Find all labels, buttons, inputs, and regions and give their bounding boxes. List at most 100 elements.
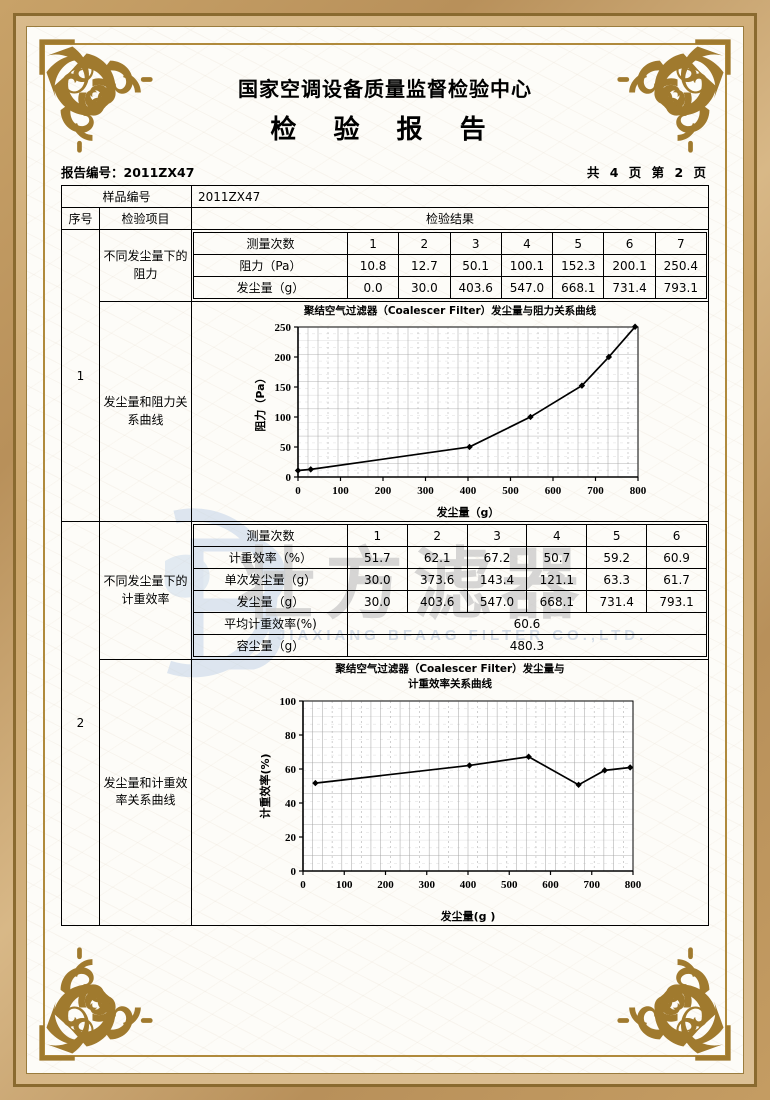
count-3: 3 [449,232,502,255]
svg-text:200: 200 [377,879,394,891]
svg-text:发尘量（g）: 发尘量（g） [436,505,500,519]
svg-text:500: 500 [502,485,519,497]
svg-text:40: 40 [285,798,297,810]
svg-text:100: 100 [332,485,349,497]
section1-result-cell: 测量次数 1 2 3 4 5 6 7 阻力（Pa） [191,229,709,302]
efficiency-3: 67.2 [466,546,528,570]
chart1-plot: 0 50 100 150 200 250 0 100 200 300 400 500 600 700 800… [253,322,647,519]
count-2: 2 [406,524,468,548]
resistance-3: 50.1 [449,254,502,277]
svg-text:0: 0 [291,866,297,878]
dust-5: 668.1 [552,276,605,299]
single-dust-1: 30.0 [346,568,408,592]
organization-name: 国家空调设备质量监督检验中心 [238,77,532,101]
svg-text:700: 700 [587,485,604,497]
efficiency-6: 60.9 [646,546,707,570]
table-row: 发尘量（g） 0.0 30.0 403.6 547.0 668.1 731.4 … [193,276,708,299]
efficiency-table: 测量次数 1 2 3 4 5 6 计重效率（%） 51.7 [193,524,708,658]
avg-efficiency-value: 60.6 [346,612,708,636]
svg-text:250: 250 [275,322,292,334]
count-1: 1 [346,524,408,548]
table-row: 容尘量（g） 480.3 [193,634,708,658]
resistance-6: 200.1 [603,254,656,277]
count-1: 1 [346,232,400,255]
table-row-sample: 样品编号 2011ZX47 [60,185,709,208]
section1-chart-cell: 聚结空气过滤器（Coalescer Filter）发尘量与阻力关系曲线 0 50 1… [191,300,709,523]
svg-text:50: 50 [280,442,292,454]
svg-text:600: 600 [545,485,562,497]
svg-text:700: 700 [584,879,601,891]
svg-text:阻力（Pa）: 阻力（Pa） [253,373,267,432]
row-label-count: 测量次数 [193,524,348,548]
dust-3: 547.0 [466,590,528,614]
chart-resistance: 聚结空气过滤器（Coalescer Filter）发尘量与阻力关系曲线 0 50 1… [193,304,707,519]
dust-1: 0.0 [346,276,400,299]
row-label-dust: 发尘量（g） [193,276,348,299]
col-header-result: 检验结果 [191,207,709,230]
resistance-7: 250.4 [654,254,708,277]
dust-5: 731.4 [586,590,648,614]
resistance-4: 100.1 [500,254,554,277]
single-dust-6: 61.7 [646,568,707,592]
report-paper: 壮方滤器 JIAXIANG BFAAG FILTER CO.,LTD. 国家空调… [26,26,744,1074]
chart-efficiency: 聚结空气过滤器（Coalescer Filter）发尘量与 计重效率关系曲线 0… [193,662,707,922]
col-header-sn: 序号 [61,207,100,230]
svg-text:500: 500 [501,879,518,891]
row-label-efficiency: 计重效率（%） [193,546,348,570]
row-label-single-dust: 单次发尘量（g） [193,568,348,592]
svg-text:150: 150 [275,382,292,394]
table-row: 计重效率（%） 51.7 62.1 67.2 50.7 59.2 60.9 [193,546,707,570]
efficiency-1: 51.7 [346,546,408,570]
section2-chart-cell: 聚结空气过滤器（Coalescer Filter）发尘量与 计重效率关系曲线 0… [191,659,709,926]
table-row: 阻力（Pa） 10.8 12.7 50.1 100.1 152.3 200.1 … [193,254,708,277]
row-label-count: 测量次数 [193,232,348,255]
efficiency-5: 59.2 [586,546,648,570]
svg-text:0: 0 [300,879,306,891]
chart2-plot: 0 20 40 60 80 100 0 100 200 300 400 500 600 700 800 发尘量… [258,696,642,923]
dust-2: 403.6 [406,590,468,614]
resistance-5: 152.3 [552,254,605,277]
svg-text:200: 200 [275,352,292,364]
report-content: 国家空调设备质量监督检验中心 检 验 报 告 报告编号：2011ZX47 共 4… [27,27,743,1073]
dust-3: 403.6 [449,276,502,299]
table-row-section1-chart: 发尘量和阻力关系曲线 聚结空气过滤器（Coalescer Filter）发尘量与… [62,300,709,523]
svg-text:60: 60 [285,764,297,776]
resistance-1: 10.8 [346,254,400,277]
efficiency-4: 50.7 [526,546,588,570]
svg-text:20: 20 [285,832,297,844]
page-indicator: 共 4 页 第 2 页 [586,165,709,180]
table-row: 测量次数 1 2 3 4 5 6 [193,524,707,548]
page-title: 检 验 报 告 [270,115,500,145]
svg-text:80: 80 [285,730,297,742]
dust-7: 793.1 [654,276,708,299]
table-row: 测量次数 1 2 3 4 5 6 7 [193,232,708,255]
single-dust-4: 121.1 [526,568,588,592]
count-5: 5 [552,232,605,255]
svg-text:100: 100 [280,696,297,708]
svg-text:计重效率(%): 计重效率(%) [258,753,272,818]
dust-4: 547.0 [500,276,554,299]
section1-sn: 1 [61,228,100,523]
svg-text:200: 200 [375,485,392,497]
count-7: 7 [654,232,708,255]
count-3: 3 [466,524,528,548]
count-2: 2 [398,232,451,255]
sample-no-label: 样品编号 [60,185,193,208]
svg-text:0: 0 [295,485,301,497]
svg-text:300: 300 [417,485,434,497]
single-dust-5: 63.3 [586,568,648,592]
col-header-item: 检验项目 [98,207,193,230]
dust-6: 731.4 [603,276,656,299]
dust-6: 793.1 [646,590,707,614]
section2-sn: 2 [61,521,100,926]
table-row-section1-data: 1 不同发尘量下的阻力 测量次数 1 2 3 4 5 [61,228,709,523]
svg-text:发尘量(g ): 发尘量(g ) [440,909,496,923]
table-row: 发尘量（g） 30.0 403.6 547.0 668.1 731.4 793.… [193,590,707,614]
efficiency-2: 62.1 [406,546,468,570]
count-4: 4 [526,524,588,548]
svg-text:600: 600 [542,879,559,891]
single-dust-2: 373.6 [406,568,468,592]
section2-result-cell: 测量次数 1 2 3 4 5 6 计重效率（%） 51.7 [191,521,709,661]
section1-item-label: 不同发尘量下的阻力 [98,229,193,302]
